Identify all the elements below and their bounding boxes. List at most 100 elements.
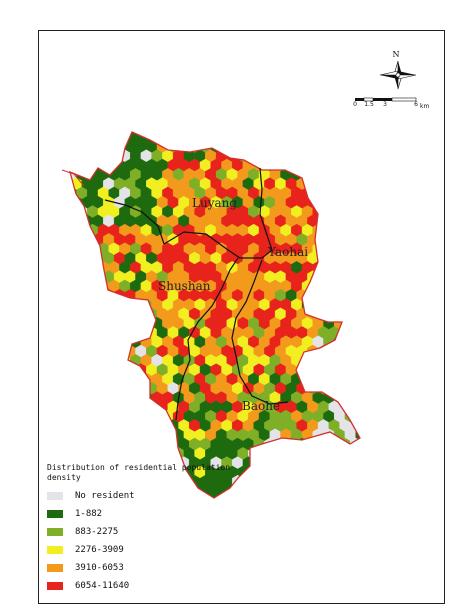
density-hexagon [97, 391, 109, 405]
density-hexagon [113, 307, 126, 321]
density-hexagon [355, 372, 360, 386]
density-hexagon [70, 428, 77, 442]
density-hexagon [124, 400, 136, 414]
density-hexagon [135, 437, 147, 451]
density-hexagon [55, 429, 66, 441]
density-hexagon [361, 382, 372, 394]
density-hexagon [350, 326, 360, 340]
density-hexagon [317, 288, 329, 302]
density-hexagon [334, 372, 346, 386]
density-hexagon [70, 381, 72, 395]
density-hexagon [355, 316, 360, 330]
density-hexagon [237, 132, 249, 144]
density-hexagon [129, 372, 142, 386]
density-hexagon [361, 159, 372, 171]
density-hexagon [339, 493, 351, 498]
density-hexagon [334, 354, 346, 367]
density-hexagon [70, 223, 77, 237]
density-hexagon [323, 372, 335, 386]
density-hexagon [103, 363, 115, 377]
density-hexagon [76, 223, 88, 237]
density-hexagon [86, 261, 99, 274]
density-hexagon [274, 140, 287, 154]
density-hexagon [183, 484, 195, 498]
density-hexagon [81, 288, 93, 302]
density-hexagon [86, 335, 99, 349]
density-hexagon [81, 419, 93, 433]
density-hexagon [81, 326, 93, 340]
density-hexagon [274, 493, 287, 498]
density-hexagon [50, 196, 61, 208]
density-hexagon [108, 316, 120, 330]
density-hexagon [55, 187, 66, 199]
density-hexagon [344, 316, 356, 330]
density-hexagon [317, 214, 329, 228]
density-hexagon [50, 122, 61, 134]
density-hexagon [344, 391, 356, 405]
density-hexagon [188, 132, 201, 135]
density-hexagon [221, 493, 233, 498]
density-hexagon [70, 140, 83, 154]
density-hexagon [55, 317, 66, 329]
density-hexagon [135, 400, 147, 414]
density-hexagon [317, 132, 329, 135]
density-hexagon [124, 363, 136, 377]
density-hexagon [328, 474, 340, 488]
density-hexagon [328, 363, 340, 377]
density-hexagon [50, 345, 61, 357]
density-hexagon [323, 186, 335, 200]
density-hexagon [285, 474, 297, 488]
density-hexagon [334, 298, 346, 312]
density-hexagon [361, 457, 372, 469]
density-hexagon [70, 447, 77, 460]
density-hexagon [328, 270, 340, 284]
density-hexagon [70, 419, 83, 433]
density-hexagon [248, 149, 260, 163]
density-hexagon [55, 354, 66, 366]
density-hexagon [280, 465, 292, 479]
density-hexagon [307, 177, 319, 191]
density-hexagon [323, 279, 335, 293]
density-hexagon [253, 493, 265, 498]
density-hexagon [317, 177, 329, 191]
density-hexagon [86, 409, 99, 423]
density-hexagon [301, 465, 313, 479]
density-hexagon [86, 372, 99, 386]
density-hexagon [339, 158, 351, 172]
density-hexagon [323, 484, 335, 498]
density-hexagon [264, 493, 276, 498]
river-inlet-line [61, 169, 85, 187]
density-hexagon [269, 484, 281, 498]
density-hexagon [70, 214, 83, 228]
density-hexagon [258, 149, 270, 163]
density-hexagon [81, 233, 93, 247]
density-hexagon [328, 195, 340, 209]
density-hexagon [70, 437, 72, 451]
density-hexagon [70, 400, 72, 414]
density-hexagon [103, 307, 115, 321]
density-hexagon [76, 298, 88, 312]
density-hexagon [280, 149, 292, 163]
density-hexagon [285, 456, 297, 470]
density-hexagon [355, 186, 360, 200]
density-hexagon [307, 474, 319, 488]
density-hexagon [70, 233, 83, 247]
density-hexagon [76, 261, 88, 274]
density-hexagon [124, 437, 136, 451]
density-hexagon [70, 326, 72, 340]
density-hexagon [124, 307, 136, 321]
density-hexagon [344, 132, 356, 144]
density-hexagon [242, 493, 254, 498]
legend-swatch [47, 528, 63, 536]
density-hexagon [296, 158, 308, 172]
density-hexagon [344, 261, 356, 274]
density-hexagon [328, 307, 340, 321]
density-hexagon [92, 307, 104, 321]
density-hexagon [291, 484, 303, 498]
density-hexagon [317, 307, 329, 321]
density-hexagon [92, 344, 104, 358]
density-hexagon [350, 214, 360, 228]
density-hexagon [355, 242, 360, 256]
density-hexagon [156, 419, 169, 433]
density-hexagon [70, 400, 83, 414]
